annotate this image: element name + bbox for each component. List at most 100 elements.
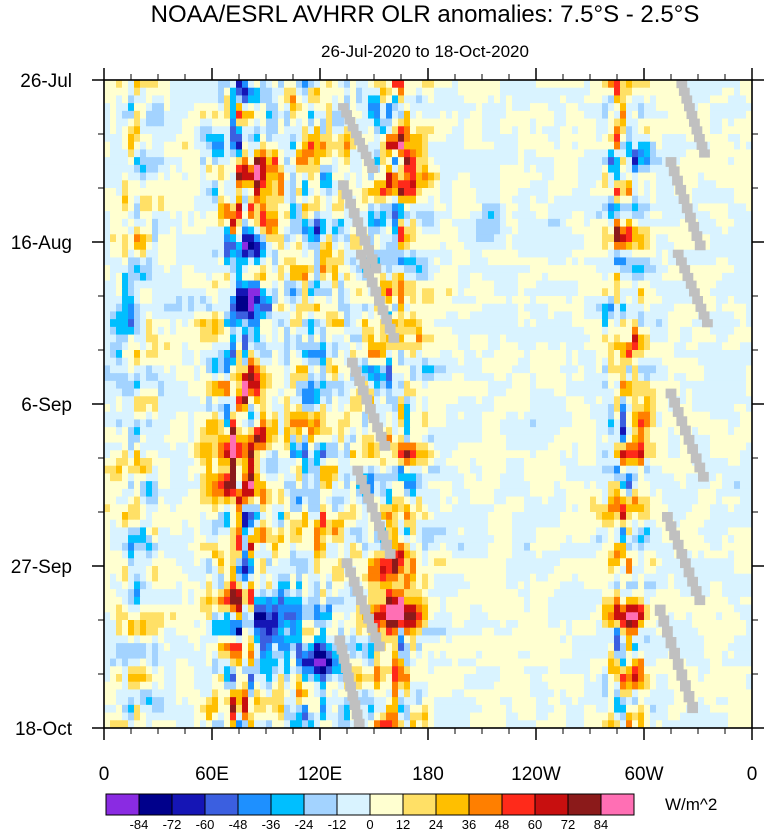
- heatmap-cell: [302, 296, 309, 305]
- heatmap-cell: [380, 242, 387, 251]
- heatmap-cell: [566, 80, 573, 89]
- heatmap-cell: [698, 419, 705, 428]
- heatmap-cell: [428, 411, 435, 420]
- heatmap-cell: [242, 126, 249, 135]
- heatmap-cell: [284, 172, 291, 181]
- heatmap-cell: [350, 234, 357, 243]
- heatmap-cell: [614, 350, 621, 359]
- heatmap-cell: [206, 211, 213, 220]
- heatmap-cell: [332, 342, 339, 351]
- heatmap-cell: [500, 226, 507, 235]
- heatmap-cell: [602, 373, 609, 382]
- heatmap-cell: [278, 164, 285, 173]
- heatmap-cell: [506, 211, 513, 220]
- heatmap-cell: [500, 103, 507, 112]
- heatmap-cell: [584, 296, 591, 305]
- heatmap-cell: [596, 334, 603, 343]
- heatmap-cell: [722, 211, 729, 220]
- heatmap-cell: [332, 326, 339, 335]
- heatmap-cell: [170, 303, 177, 312]
- heatmap-cell: [338, 373, 345, 382]
- heatmap-cell: [578, 380, 585, 389]
- heatmap-cell: [644, 218, 651, 227]
- heatmap-cell: [596, 226, 603, 235]
- heatmap-cell: [446, 296, 453, 305]
- heatmap-cell: [272, 380, 279, 389]
- heatmap-cell: [380, 110, 387, 119]
- heatmap-cell: [236, 118, 243, 127]
- heatmap-cell: [254, 419, 261, 428]
- heatmap-cell: [266, 195, 273, 204]
- heatmap-cell: [680, 342, 687, 351]
- heatmap-cell: [260, 188, 267, 197]
- heatmap-cell: [158, 134, 165, 143]
- heatmap-cell: [326, 164, 333, 173]
- heatmap-cell: [734, 404, 741, 413]
- heatmap-cell: [518, 188, 525, 197]
- heatmap-cell: [728, 110, 735, 119]
- heatmap-cell: [500, 380, 507, 389]
- heatmap-cell: [338, 95, 345, 104]
- heatmap-cell: [638, 242, 645, 251]
- heatmap-cell: [242, 288, 249, 297]
- heatmap-cell: [110, 218, 117, 227]
- heatmap-cell: [656, 342, 663, 351]
- heatmap-cell: [716, 195, 723, 204]
- heatmap-cell: [728, 95, 735, 104]
- heatmap-cell: [704, 419, 711, 428]
- heatmap-cell: [566, 87, 573, 96]
- heatmap-cell: [230, 249, 237, 258]
- heatmap-cell: [176, 288, 183, 297]
- heatmap-cell: [650, 411, 657, 420]
- heatmap-cell: [680, 357, 687, 366]
- heatmap-cell: [236, 188, 243, 197]
- heatmap-cell: [650, 334, 657, 343]
- heatmap-cell: [272, 334, 279, 343]
- heatmap-cell: [368, 350, 375, 359]
- heatmap-cell: [410, 272, 417, 281]
- heatmap-cell: [116, 118, 123, 127]
- heatmap-cell: [134, 419, 141, 428]
- heatmap-cell: [320, 234, 327, 243]
- heatmap-cell: [698, 404, 705, 413]
- heatmap-cell: [458, 326, 465, 335]
- heatmap-cell: [608, 226, 615, 235]
- heatmap-cell: [146, 249, 153, 258]
- heatmap-cell: [302, 126, 309, 135]
- heatmap-cell: [284, 103, 291, 112]
- heatmap-cell: [386, 411, 393, 420]
- heatmap-cell: [182, 434, 189, 443]
- heatmap-cell: [422, 427, 429, 436]
- heatmap-cell: [320, 404, 327, 413]
- heatmap-cell: [350, 87, 357, 96]
- heatmap-cell: [740, 80, 747, 89]
- heatmap-cell: [656, 118, 663, 127]
- heatmap-cell: [410, 87, 417, 96]
- heatmap-cell: [476, 404, 483, 413]
- heatmap-cell: [578, 149, 585, 158]
- heatmap-cell: [182, 226, 189, 235]
- heatmap-cell: [140, 265, 147, 274]
- heatmap-cell: [218, 249, 225, 258]
- heatmap-cell: [362, 87, 369, 96]
- heatmap-cell: [308, 164, 315, 173]
- heatmap-cell: [320, 249, 327, 258]
- heatmap-cell: [542, 296, 549, 305]
- heatmap-cell: [410, 203, 417, 212]
- heatmap-cell: [494, 411, 501, 420]
- heatmap-cell: [314, 118, 321, 127]
- heatmap-cell: [644, 180, 651, 189]
- heatmap-cell: [416, 404, 423, 413]
- heatmap-cell: [416, 80, 423, 89]
- heatmap-cell: [224, 211, 231, 220]
- heatmap-cell: [590, 188, 597, 197]
- heatmap-cell: [680, 280, 687, 289]
- heatmap-cell: [548, 234, 555, 243]
- heatmap-cell: [254, 280, 261, 289]
- heatmap-cell: [554, 141, 561, 150]
- heatmap-cell: [722, 172, 729, 181]
- heatmap-cell: [560, 303, 567, 312]
- heatmap-cell: [104, 218, 111, 227]
- heatmap-cell: [500, 288, 507, 297]
- heatmap-cell: [608, 326, 615, 335]
